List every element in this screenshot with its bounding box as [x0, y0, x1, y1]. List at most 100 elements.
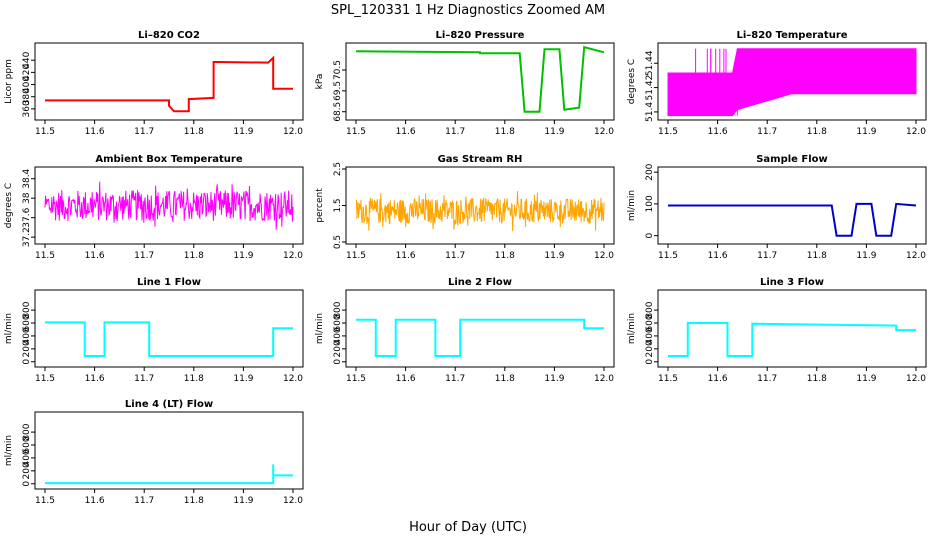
x-tick-label: 12.0	[906, 127, 926, 137]
x-tick-label: 12.0	[906, 251, 926, 261]
chart-panel-3: Li–820 Temperature 11.5 11.6 11.7 11.8 11.9 12…	[627, 30, 927, 137]
chart-panel-6: Sample Flow 11.5 11.6 11.7 11.8 11.9 12.0 0 100 2…	[627, 154, 927, 261]
y-tick-label: 400	[22, 327, 32, 344]
x-tick-label: 11.7	[445, 374, 465, 384]
chart-panel-2: Li–820 Pressure 11.5 11.6 11.7 11.8 11.9 12.0 6…	[315, 30, 615, 137]
y-axis: 0 100 200	[645, 163, 658, 239]
x-tick-label: 11.5	[658, 251, 678, 261]
y-tick-label: 400	[22, 76, 32, 93]
y-tick-label: 200	[22, 340, 32, 357]
x-tick-label: 12.0	[283, 127, 303, 137]
y-tick-label: 51.4	[645, 102, 655, 122]
x-tick-label: 11.9	[856, 127, 876, 137]
x-tick-label: 11.6	[85, 374, 105, 384]
plot-frame	[345, 42, 615, 121]
x-axis: 11.5 11.6 11.7 11.8 11.9 12.0	[35, 244, 303, 261]
x-tick-label: 12.0	[283, 251, 303, 261]
x-tick-label: 11.8	[184, 496, 204, 506]
chart-title: Line 1 Flow	[137, 277, 201, 288]
y-tick-label: 440	[22, 51, 32, 68]
figure-title: SPL_120331 1 Hz Diagnostics Zoomed AM	[331, 3, 605, 18]
y-tick-label: 200	[333, 340, 343, 357]
x-tick-label: 11.8	[184, 251, 204, 261]
x-tick-label: 11.9	[233, 374, 253, 384]
y-tick-label: 38	[22, 192, 32, 204]
y-tick-label: 600	[645, 314, 655, 331]
x-tick-label: 11.7	[134, 496, 154, 506]
y-tick-label: 600	[22, 314, 32, 331]
series-line	[45, 464, 293, 485]
y-axis: 37.237.6 38 38.4	[22, 168, 35, 247]
y-tick-label: 51.44	[645, 50, 655, 76]
plot-frame	[657, 42, 927, 121]
y-tick-label: 380	[22, 88, 32, 105]
x-tick-label: 11.6	[708, 251, 728, 261]
y-axis-label: Licor ppm	[4, 59, 14, 104]
x-tick-label: 11.7	[757, 251, 777, 261]
chart-panel-1: Li–820 CO2 11.5 11.6 11.7 11.8 11.9 12.0 360380…	[4, 30, 304, 137]
series-group	[355, 45, 605, 113]
x-tick-label: 11.9	[233, 496, 253, 506]
x-axis: 11.5 11.6 11.7 11.8 11.9 12.0	[658, 120, 926, 137]
x-tick-label: 11.9	[544, 374, 564, 384]
plot-frame	[34, 411, 304, 490]
chart-panel-9: Line 3 Flow 11.5 11.6 11.7 11.8 11.9 12.0 0 2004…	[627, 277, 927, 384]
plot-frame	[657, 166, 927, 245]
y-tick-label: 0	[22, 481, 32, 487]
x-tick-label: 11.5	[658, 127, 678, 137]
x-tick-label: 11.7	[757, 127, 777, 137]
x-tick-label: 11.7	[134, 251, 154, 261]
y-axis-label: ml/min	[4, 313, 14, 344]
plot-frame	[657, 289, 927, 368]
y-tick-label: 0	[22, 359, 32, 365]
series-group	[45, 464, 293, 485]
x-tick-label: 11.8	[495, 374, 515, 384]
series-group	[668, 322, 916, 357]
chart-title: Li–820 Pressure	[436, 30, 525, 41]
series-line	[355, 45, 605, 113]
series-line	[355, 191, 605, 232]
x-tick-label: 12.0	[283, 374, 303, 384]
chart-title: Line 3 Flow	[760, 277, 824, 288]
y-tick-label: 37.6	[22, 207, 32, 227]
x-tick-label: 11.7	[445, 251, 465, 261]
y-tick-label: 200	[645, 163, 655, 180]
chart-title: Line 2 Flow	[448, 277, 512, 288]
chart-title: Line 4 (LT) Flow	[125, 399, 213, 410]
series-group	[667, 48, 917, 117]
x-tick-label: 11.9	[856, 374, 876, 384]
y-tick-label: 2.5	[333, 162, 343, 176]
plot-frame	[345, 289, 615, 368]
x-tick-label: 11.7	[757, 374, 777, 384]
x-axis: 11.5 11.6 11.7 11.8 11.9 12.0	[35, 489, 303, 506]
x-tick-label: 11.6	[85, 496, 105, 506]
x-axis: 11.5 11.6 11.7 11.8 11.9 12.0	[658, 244, 926, 261]
series-line	[668, 322, 916, 357]
x-tick-label: 11.6	[396, 374, 416, 384]
x-tick-label: 11.6	[396, 251, 416, 261]
x-axis: 11.5 11.6 11.7 11.8 11.9 12.0	[658, 367, 926, 384]
y-tick-label: 0	[645, 233, 655, 239]
chart-title: Sample Flow	[756, 154, 828, 165]
y-tick-label: 800	[22, 301, 32, 318]
x-tick-label: 11.9	[233, 251, 253, 261]
x-tick-label: 11.7	[134, 127, 154, 137]
x-tick-label: 11.8	[184, 374, 204, 384]
y-tick-label: 360	[22, 100, 32, 117]
x-tick-label: 11.9	[544, 251, 564, 261]
x-tick-label: 11.9	[856, 251, 876, 261]
y-axis: 0.5 1.5 2.5	[333, 162, 346, 249]
x-tick-label: 11.7	[134, 374, 154, 384]
x-axis: 11.5 11.6 11.7 11.8 11.9 12.0	[346, 367, 614, 384]
series-line	[44, 181, 294, 230]
series-group	[356, 318, 604, 357]
chart-title: Gas Stream RH	[438, 154, 523, 165]
x-axis: 11.5 11.6 11.7 11.8 11.9 12.0	[35, 367, 303, 384]
y-tick-label: 400	[333, 327, 343, 344]
chart-title: Li–820 CO2	[138, 30, 200, 41]
